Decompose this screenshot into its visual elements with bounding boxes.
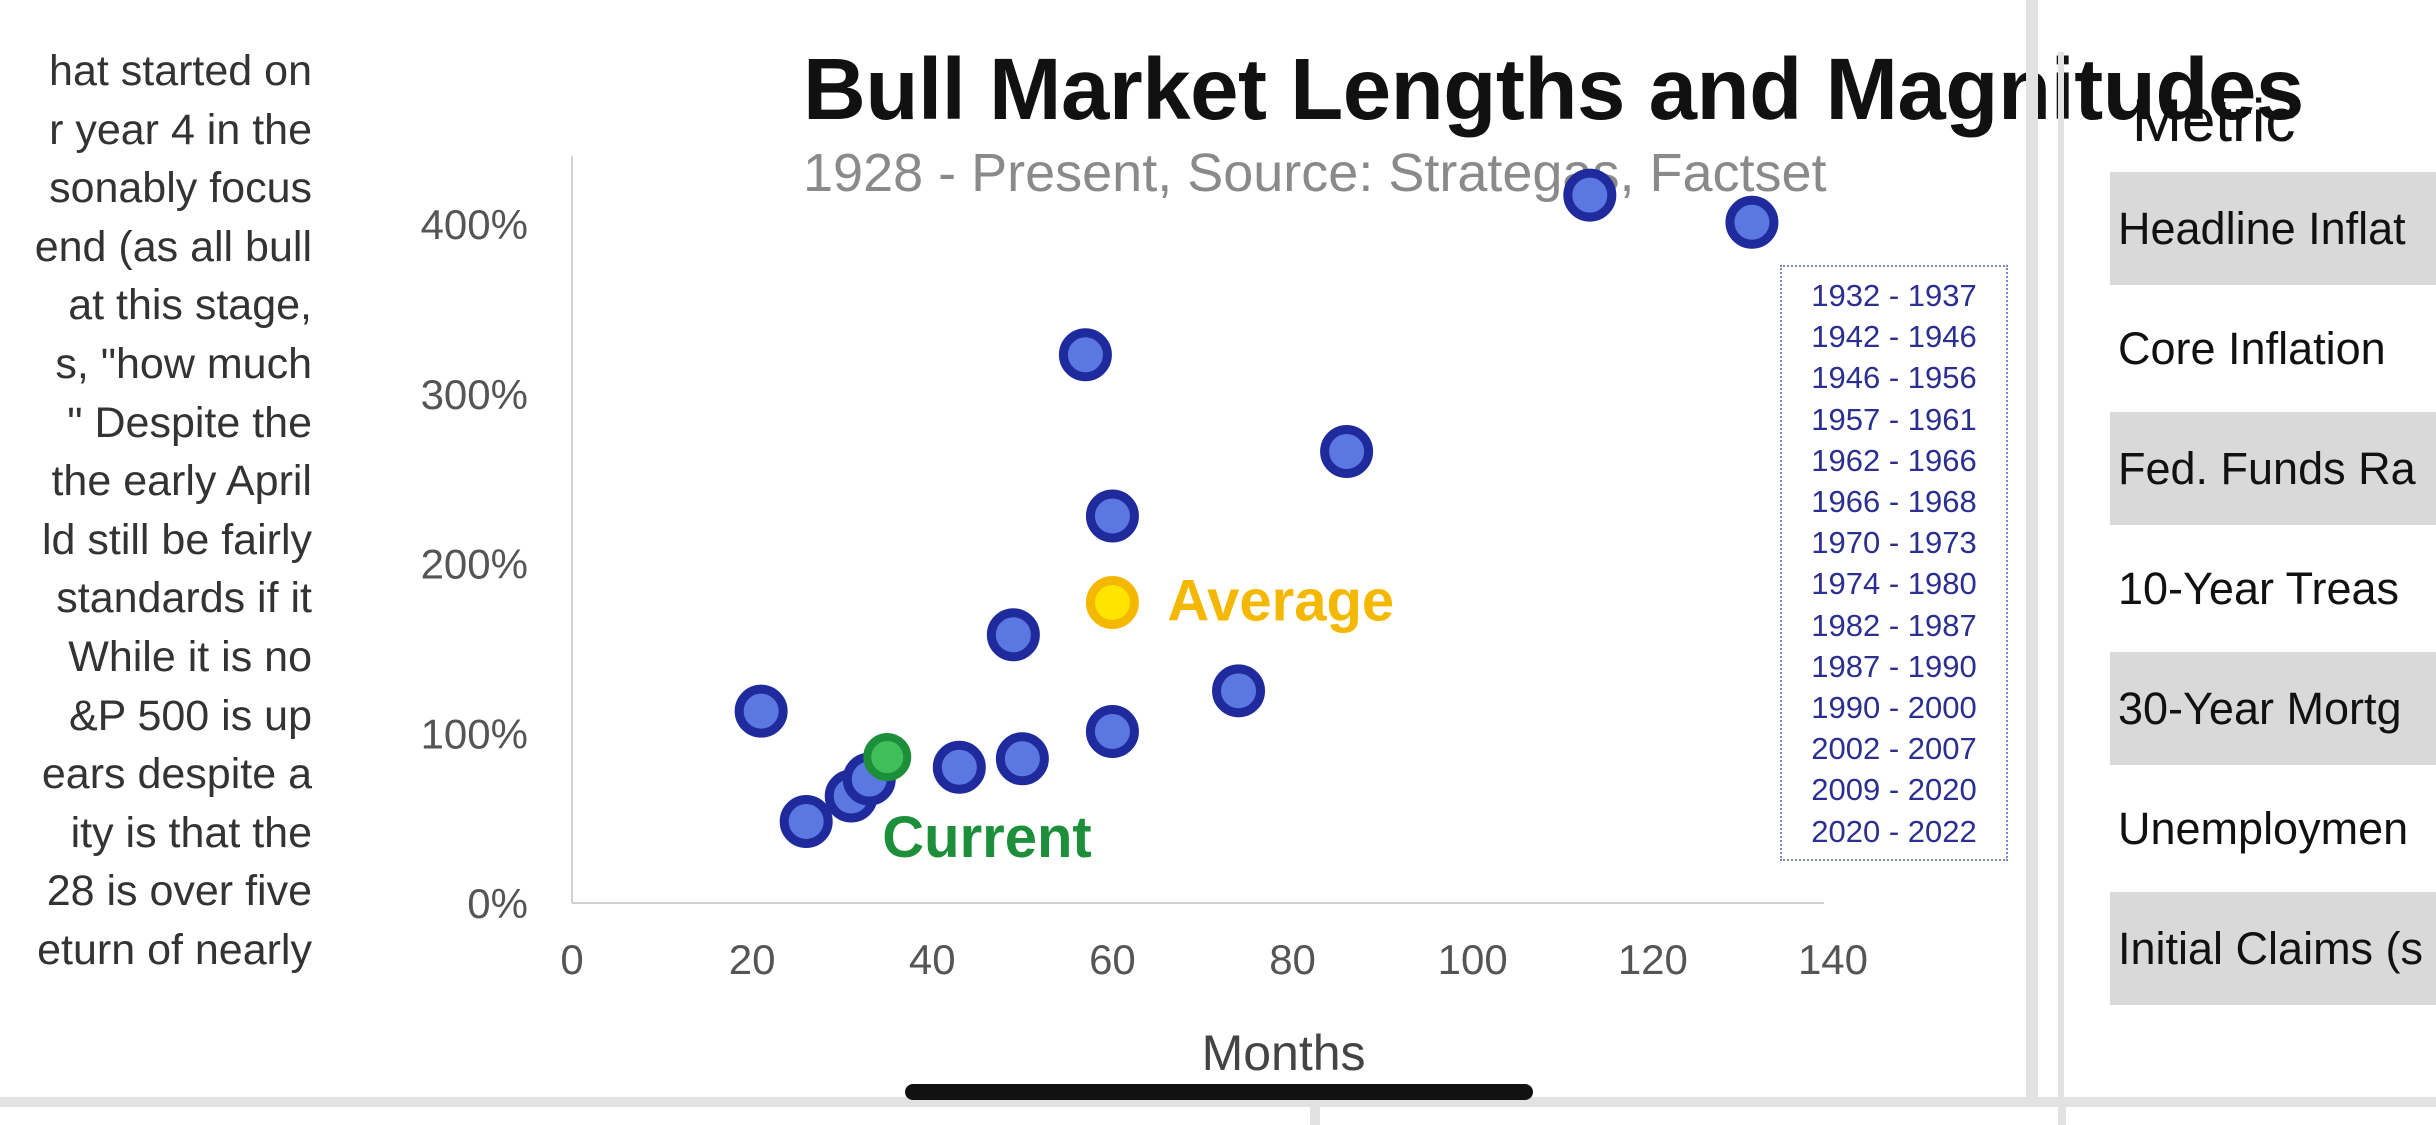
y-tick-label: 200% bbox=[421, 541, 528, 588]
legend-entry: 1987 - 1990 bbox=[1811, 648, 1977, 684]
panel-divider bbox=[2026, 0, 2038, 1097]
article-line: the early April bbox=[51, 457, 312, 506]
average-label: Average bbox=[1167, 569, 1394, 634]
article-line: standards if it bbox=[56, 574, 312, 623]
x-tick-label: 0 bbox=[560, 936, 583, 983]
data-point bbox=[995, 732, 1049, 786]
current-label: Current bbox=[882, 805, 1091, 870]
chart-legend: 1932 - 1937 1942 - 1946 1946 - 1956 1957 - … bbox=[1780, 265, 2008, 861]
data-point bbox=[1085, 489, 1139, 543]
article-text: hat started on r year 4 in the sonably foc… bbox=[0, 42, 312, 980]
chart-subtitle: 1928 - Present, Source: Strategas, Facts… bbox=[803, 143, 1827, 203]
article-line: eturn of nearly bbox=[37, 925, 312, 974]
x-axis-label: Months bbox=[1202, 1025, 1366, 1081]
article-line: at this stage, bbox=[68, 281, 312, 330]
article-line: ity is that the bbox=[70, 808, 312, 857]
current-point bbox=[863, 733, 912, 782]
metric-table: Metric Headline Inflat Core Inflation Fed.… bbox=[2110, 0, 2436, 1097]
article-line: r year 4 in the bbox=[49, 105, 312, 154]
x-tick-label: 20 bbox=[729, 936, 776, 983]
y-tick-label: 0% bbox=[467, 880, 528, 927]
panel-divider bbox=[1310, 1107, 1320, 1125]
chart-panel: Bull Market Lengths and Magnitudes 1928 … bbox=[395, 0, 2304, 1100]
panel-divider bbox=[2058, 52, 2064, 1097]
metric-row: Headline Inflat bbox=[2110, 172, 2436, 285]
x-tick-label: 60 bbox=[1089, 936, 1136, 983]
legend-entry: 2020 - 2022 bbox=[1811, 813, 1977, 849]
panel-divider bbox=[0, 1097, 2436, 1107]
legend-entry: 1990 - 2000 bbox=[1811, 690, 1977, 726]
y-tick-label: 100% bbox=[421, 710, 528, 757]
legend-entry: 1957 - 1961 bbox=[1811, 401, 1977, 437]
y-tick-label: 400% bbox=[421, 201, 528, 248]
data-point bbox=[1320, 424, 1374, 478]
metric-row: Fed. Funds Ra bbox=[2110, 412, 2436, 525]
article-line: hat started on bbox=[49, 47, 312, 95]
metric-row: Unemploymen bbox=[2118, 802, 2409, 854]
x-tick-label: 80 bbox=[1269, 936, 1316, 983]
data-point bbox=[1212, 664, 1266, 718]
legend-entry: 1942 - 1946 bbox=[1811, 319, 1977, 355]
legend-list: 1932 - 1937 1942 - 1946 1946 - 1956 1957 - … bbox=[1782, 275, 2006, 852]
article-line: While it is no bbox=[68, 632, 312, 681]
data-point bbox=[986, 608, 1040, 662]
article-line: sonably focus bbox=[49, 164, 312, 213]
data-point bbox=[1563, 168, 1617, 222]
x-tick-label: 120 bbox=[1618, 936, 1688, 983]
article-line: ld still be fairly bbox=[41, 515, 312, 564]
article-line: &P 500 is up bbox=[68, 691, 312, 740]
x-tick-label: 100 bbox=[1438, 936, 1508, 983]
article-line: end (as all bull bbox=[34, 222, 312, 271]
metric-row: 10-Year Treas bbox=[2118, 562, 2400, 614]
legend-entry: 1962 - 1966 bbox=[1811, 442, 1977, 478]
legend-entry: 1974 - 1980 bbox=[1811, 566, 1977, 602]
metric-row: Core Inflation bbox=[2118, 322, 2386, 374]
average-point bbox=[1085, 576, 1139, 630]
data-point bbox=[1058, 328, 1112, 382]
data-point bbox=[779, 795, 833, 849]
legend-entry: 1932 - 1937 bbox=[1811, 278, 1977, 313]
data-point bbox=[1085, 705, 1139, 759]
article-line: 28 is over five bbox=[46, 867, 312, 916]
panel-divider bbox=[2058, 1107, 2066, 1125]
scatter-chart: 0% 100% 200% 300% 400% 0 20 40 60 80 100 120 140 Mont… bbox=[421, 156, 1868, 1081]
home-indicator[interactable] bbox=[905, 1084, 1533, 1100]
x-tick-label: 140 bbox=[1798, 936, 1868, 983]
article-line: ears despite a bbox=[41, 750, 312, 799]
data-point bbox=[734, 684, 788, 738]
data-point bbox=[932, 740, 986, 794]
metric-header: Metric bbox=[2132, 87, 2296, 154]
legend-entry: 1946 - 1956 bbox=[1811, 360, 1977, 396]
article-line: " Despite the bbox=[67, 398, 312, 447]
legend-entry: 1982 - 1987 bbox=[1811, 607, 1977, 643]
legend-entry: 1970 - 1973 bbox=[1811, 525, 1977, 561]
legend-entry: 2002 - 2007 bbox=[1811, 731, 1977, 767]
x-tick-label: 40 bbox=[909, 936, 956, 983]
legend-entry: 2009 - 2020 bbox=[1811, 772, 1977, 808]
metric-row: 30-Year Mortg bbox=[2110, 652, 2436, 765]
data-point bbox=[1725, 195, 1779, 249]
y-tick-label: 300% bbox=[421, 371, 528, 418]
metric-row: Initial Claims (s bbox=[2110, 892, 2436, 1005]
legend-entry: 1966 - 1968 bbox=[1811, 484, 1977, 520]
article-line: s, "how much bbox=[55, 339, 312, 388]
chart-title: Bull Market Lengths and Magnitudes bbox=[803, 41, 2304, 138]
